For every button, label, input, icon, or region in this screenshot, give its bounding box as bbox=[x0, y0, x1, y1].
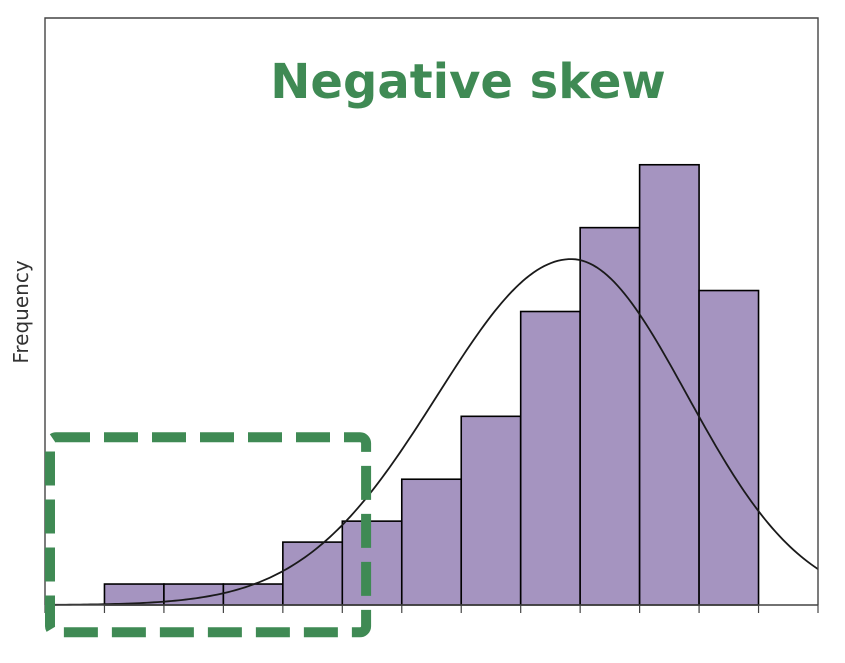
histogram-bar-10 bbox=[638, 163, 700, 606]
curve-layer bbox=[44, 258, 819, 606]
bars-layer bbox=[103, 163, 760, 606]
histogram-bar-9 bbox=[579, 226, 641, 606]
histogram-bar-3 bbox=[222, 583, 284, 606]
chart-title: Negative skew bbox=[270, 54, 666, 110]
y-axis-label: Frequency bbox=[9, 260, 33, 363]
frame-layer bbox=[44, 17, 819, 606]
left-tail-highlight-box bbox=[45, 432, 372, 638]
histogram-bar-6 bbox=[400, 478, 463, 606]
x-ticks-layer bbox=[44, 605, 819, 613]
histogram-bar-5 bbox=[341, 520, 403, 606]
histogram-bar-11 bbox=[698, 289, 760, 606]
normal-curve bbox=[44, 258, 819, 606]
highlight-layer bbox=[45, 432, 372, 638]
histogram-bar-7 bbox=[460, 415, 522, 606]
histogram-bar-8 bbox=[519, 310, 581, 606]
plot-frame bbox=[44, 17, 819, 605]
